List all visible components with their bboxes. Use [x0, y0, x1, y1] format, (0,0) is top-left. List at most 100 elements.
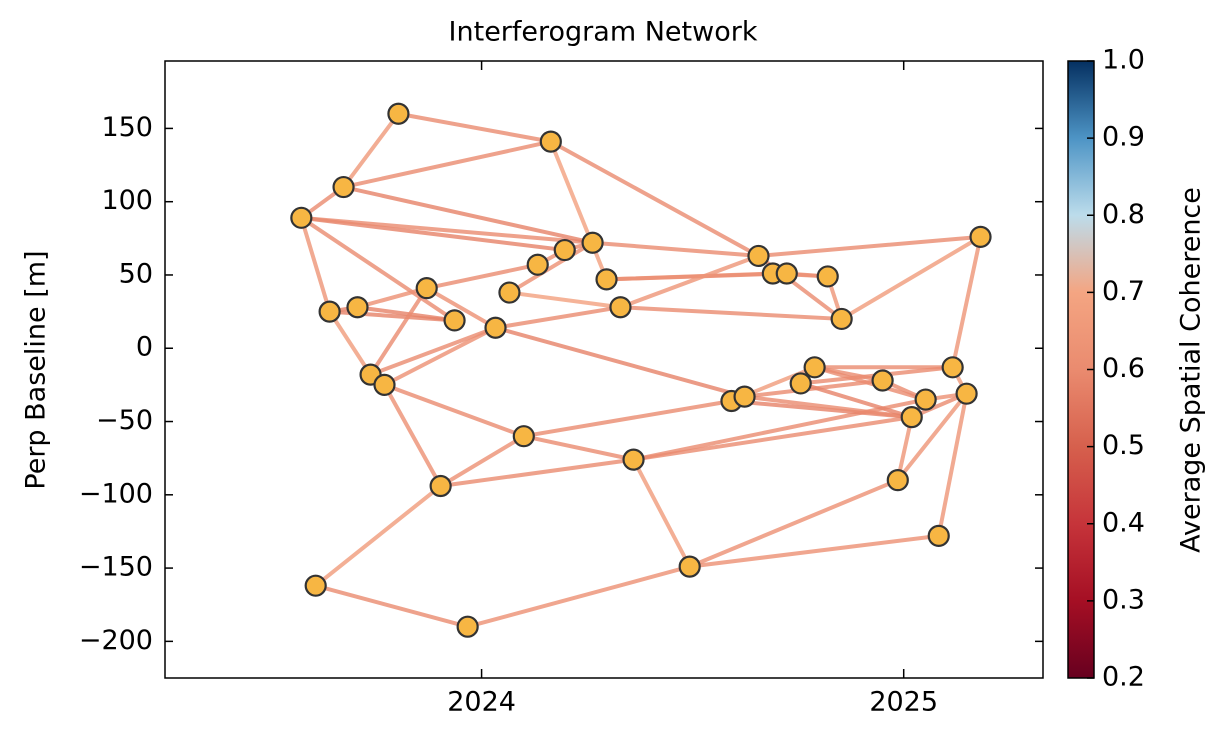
interferogram-edge — [424, 262, 540, 291]
interferogram-edge — [327, 309, 373, 377]
acquisition-node — [526, 253, 549, 276]
interferogram-edge — [742, 394, 914, 420]
interferogram-edge — [812, 365, 885, 383]
y-tick-label: 50 — [119, 258, 153, 289]
interferogram-edge — [950, 234, 983, 370]
acquisition-node — [871, 369, 894, 392]
interferogram-edge — [382, 325, 498, 387]
acquisition-node — [886, 469, 909, 492]
interferogram-edge — [687, 533, 941, 569]
interferogram-edge — [493, 305, 623, 330]
interferogram-edge — [590, 240, 761, 258]
interferogram-edge — [548, 139, 761, 258]
interferogram-edge — [618, 253, 761, 310]
acquisition-node — [498, 281, 521, 304]
interferogram-edge — [618, 305, 844, 321]
interferogram-edge — [299, 215, 332, 314]
interferogram-edge — [493, 325, 747, 399]
colorbar-tick-label: 0.3 — [1102, 584, 1145, 615]
interferogram-edge — [631, 415, 914, 462]
x-tick-label: 2024 — [447, 687, 516, 718]
colorbar-tick-label: 1.0 — [1102, 45, 1145, 76]
colorbar-tick-label: 0.4 — [1102, 507, 1145, 538]
interferogram-edge — [631, 397, 928, 462]
y-tick-label: −200 — [79, 625, 153, 656]
interferogram-edge — [521, 434, 636, 462]
acquisition-node — [318, 300, 341, 323]
acquisition-node — [747, 244, 770, 268]
colorbar-tick-label: 0.7 — [1102, 276, 1145, 307]
interferogram-edge — [382, 382, 526, 439]
interferogram-edge — [895, 391, 969, 483]
acquisition-node — [941, 356, 964, 379]
y-tick-label: 100 — [101, 185, 153, 216]
y-tick-label: 150 — [101, 112, 153, 143]
acquisition-node — [387, 102, 410, 125]
acquisition-node — [609, 296, 632, 319]
acquisition-node — [429, 474, 452, 498]
acquisition-node — [775, 262, 798, 285]
interferogram-edge — [313, 484, 443, 588]
chart-title: Interferogram Network — [449, 17, 758, 48]
acquisition-node — [914, 388, 937, 411]
interferogram-edge — [438, 434, 526, 489]
acquisition-node — [900, 406, 923, 429]
interferogram-edge — [798, 381, 914, 420]
interferogram-edge — [521, 399, 734, 439]
acquisition-node — [789, 372, 812, 395]
interferogram-edge — [368, 325, 498, 377]
interferogram-edge — [507, 290, 623, 310]
interferogram-edge — [687, 478, 900, 569]
acquisition-node — [622, 448, 645, 471]
interferogram-edge — [299, 215, 595, 245]
acquisition-node — [969, 225, 992, 248]
acquisition-node — [581, 231, 604, 254]
acquisition-node — [733, 385, 756, 408]
acquisition-node — [803, 356, 826, 379]
interferogram-edge — [341, 139, 553, 190]
acquisition-node — [332, 175, 355, 199]
colorbar-label: Average Spatial Coherence — [1176, 187, 1207, 553]
interferogram-edge — [548, 139, 609, 282]
interferogram-edge — [424, 286, 498, 330]
colorbar-tick-label: 0.8 — [1102, 199, 1145, 230]
acquisition-node — [595, 268, 618, 291]
acquisition-node — [415, 277, 438, 300]
interferogram-edge — [396, 111, 553, 144]
interferogram-edge — [355, 305, 457, 323]
interferogram-edge — [839, 234, 983, 321]
acquisition-node — [443, 309, 466, 332]
plot-frame — [164, 60, 1044, 679]
interferogram-edge — [756, 234, 983, 258]
interferogram-edge — [368, 286, 429, 377]
y-tick-label: −100 — [79, 478, 153, 509]
acquisition-node — [512, 425, 535, 448]
acquisition-node — [816, 265, 839, 288]
acquisition-node — [484, 316, 507, 339]
interferogram-edge — [341, 185, 595, 245]
interferogram-edge — [355, 286, 429, 310]
colorbar-tick-label: 0.5 — [1102, 430, 1145, 461]
interferogram-edge — [936, 391, 969, 538]
interferogram-edge — [465, 564, 692, 629]
interferogram-edge — [438, 457, 636, 489]
colorbar-tick-label: 0.9 — [1102, 122, 1145, 153]
interferogram-edge — [631, 457, 692, 569]
interferogram-edge — [382, 382, 443, 489]
y-tick-label: −150 — [79, 552, 153, 583]
y-axis-label: Perp Baseline [m] — [21, 250, 52, 489]
interferogram-edge — [299, 215, 457, 323]
acquisition-node — [304, 574, 327, 597]
acquisition-node — [955, 382, 978, 405]
acquisition-node — [678, 555, 701, 578]
colorbar-tick-label: 0.2 — [1102, 662, 1145, 693]
acquisition-node — [927, 524, 950, 547]
acquisition-node — [553, 238, 576, 262]
acquisition-node — [539, 130, 562, 153]
acquisition-node — [346, 296, 369, 319]
interferogram-edge — [507, 240, 595, 295]
y-tick-label: −50 — [96, 405, 153, 436]
acquisition-node — [456, 615, 479, 638]
interferogram-edge — [341, 111, 401, 190]
